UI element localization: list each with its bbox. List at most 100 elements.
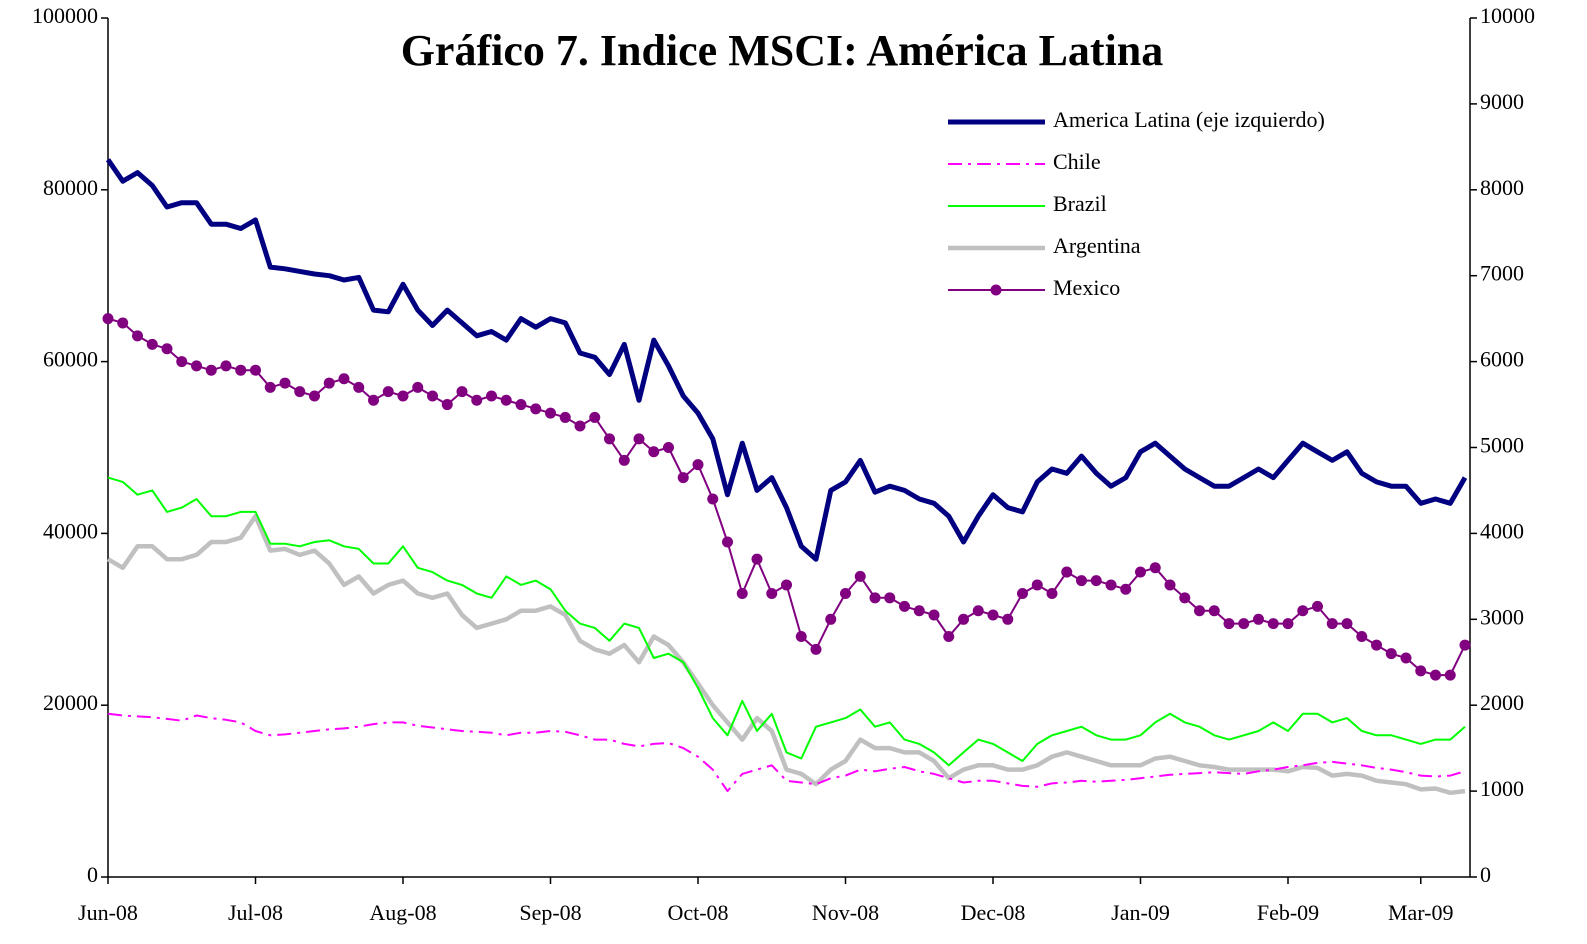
- series-marker: [309, 390, 320, 402]
- legend-label: America Latina (eje izquierdo): [1053, 107, 1325, 132]
- series-marker: [471, 394, 483, 406]
- series-marker: [294, 386, 306, 398]
- series-marker: [161, 343, 173, 355]
- series-marker: [736, 588, 748, 600]
- series-marker: [117, 317, 129, 329]
- series-marker: [176, 356, 188, 368]
- series-marker: [722, 536, 733, 548]
- series-marker: [1002, 613, 1014, 625]
- series-marker: [486, 390, 497, 402]
- x-tick-label: Aug-08: [369, 900, 436, 925]
- series-marker: [1415, 665, 1427, 677]
- series-marker: [943, 630, 955, 642]
- series-marker: [958, 613, 969, 625]
- series-marker: [1385, 648, 1397, 660]
- y-tick-label: 20000: [43, 690, 98, 715]
- chart-title: Gráfico 7. Indice MSCI: América Latina: [401, 26, 1164, 75]
- series-marker: [810, 643, 822, 655]
- series-marker: [1017, 588, 1028, 600]
- series-marker: [1090, 575, 1102, 587]
- series-marker: [368, 394, 379, 406]
- y2-tick-label: 0: [1480, 862, 1491, 887]
- y2-tick-label: 2000: [1480, 690, 1524, 715]
- series-marker: [1164, 579, 1176, 591]
- y2-tick-label: 7000: [1480, 261, 1524, 286]
- series-marker: [132, 330, 143, 342]
- series-marker: [545, 407, 556, 419]
- x-tick-label: Mar-09: [1388, 900, 1454, 925]
- series-marker: [515, 399, 527, 411]
- y-tick-label: 0: [87, 862, 98, 887]
- y-tick-label: 60000: [43, 347, 98, 372]
- series-line: [107, 712, 1466, 793]
- series-marker: [1076, 575, 1087, 587]
- y2-tick-label: 10000: [1480, 3, 1535, 28]
- series-line: [105, 158, 1468, 562]
- series-marker: [825, 613, 837, 625]
- series-line: [107, 476, 1466, 767]
- legend-label: Argentina: [1053, 233, 1141, 258]
- series-marker: [840, 588, 851, 600]
- x-tick-label: Dec-08: [961, 900, 1026, 925]
- series-marker: [677, 472, 689, 484]
- series-marker: [604, 433, 615, 445]
- x-tick-label: Jul-08: [228, 900, 283, 925]
- series-marker: [884, 592, 896, 604]
- series-marker: [397, 390, 409, 402]
- series-marker: [972, 605, 984, 617]
- series-marker: [102, 313, 114, 325]
- series-marker: [692, 459, 704, 471]
- x-tick-label: Feb-09: [1257, 900, 1319, 925]
- series-marker: [441, 399, 453, 411]
- y-tick-label: 100000: [32, 3, 98, 28]
- series-marker: [1267, 618, 1279, 630]
- series-marker: [382, 386, 394, 398]
- series-marker: [235, 364, 247, 376]
- series-marker: [648, 446, 660, 458]
- series-marker: [530, 403, 542, 415]
- series-marker: [1238, 618, 1250, 630]
- series-marker: [1253, 613, 1264, 625]
- series-marker: [1061, 566, 1073, 578]
- series-marker: [1430, 669, 1441, 681]
- series-marker: [854, 570, 866, 582]
- series-marker: [795, 630, 807, 642]
- x-tick-label: Nov-08: [812, 900, 879, 925]
- y2-tick-label: 6000: [1480, 347, 1524, 372]
- legend-label: Mexico: [1053, 275, 1120, 300]
- y2-tick-label: 8000: [1480, 175, 1524, 200]
- series-marker: [589, 411, 601, 423]
- series-marker: [574, 420, 586, 432]
- series-marker: [559, 411, 571, 423]
- series-marker: [338, 373, 350, 385]
- series-marker: [1282, 618, 1294, 630]
- series-marker: [412, 381, 424, 393]
- series-marker: [1031, 579, 1043, 591]
- series-marker: [1312, 600, 1323, 612]
- series-marker: [1208, 605, 1220, 617]
- y2-tick-label: 4000: [1480, 518, 1524, 543]
- series-marker: [205, 364, 217, 376]
- legend-label: Chile: [1053, 149, 1101, 174]
- series-marker: [456, 386, 468, 398]
- series-marker: [751, 553, 763, 565]
- series-marker: [1105, 579, 1117, 591]
- series-marker: [766, 588, 778, 600]
- series-marker: [913, 605, 925, 617]
- series-marker: [618, 454, 630, 466]
- series-marker: [1371, 639, 1382, 651]
- legend-marker: [990, 284, 1002, 296]
- y-tick-label: 80000: [43, 175, 98, 200]
- series-marker: [707, 493, 719, 505]
- series-marker: [250, 364, 261, 376]
- series-marker: [663, 442, 674, 453]
- series-marker: [1341, 618, 1353, 630]
- series-marker: [146, 338, 158, 350]
- series-marker: [279, 377, 291, 389]
- series-marker: [264, 381, 276, 393]
- series-marker: [987, 609, 999, 621]
- series-marker: [1356, 630, 1368, 642]
- legend-label: Brazil: [1053, 191, 1107, 216]
- x-tick-label: Jun-08: [78, 900, 138, 925]
- series-marker: [633, 433, 645, 445]
